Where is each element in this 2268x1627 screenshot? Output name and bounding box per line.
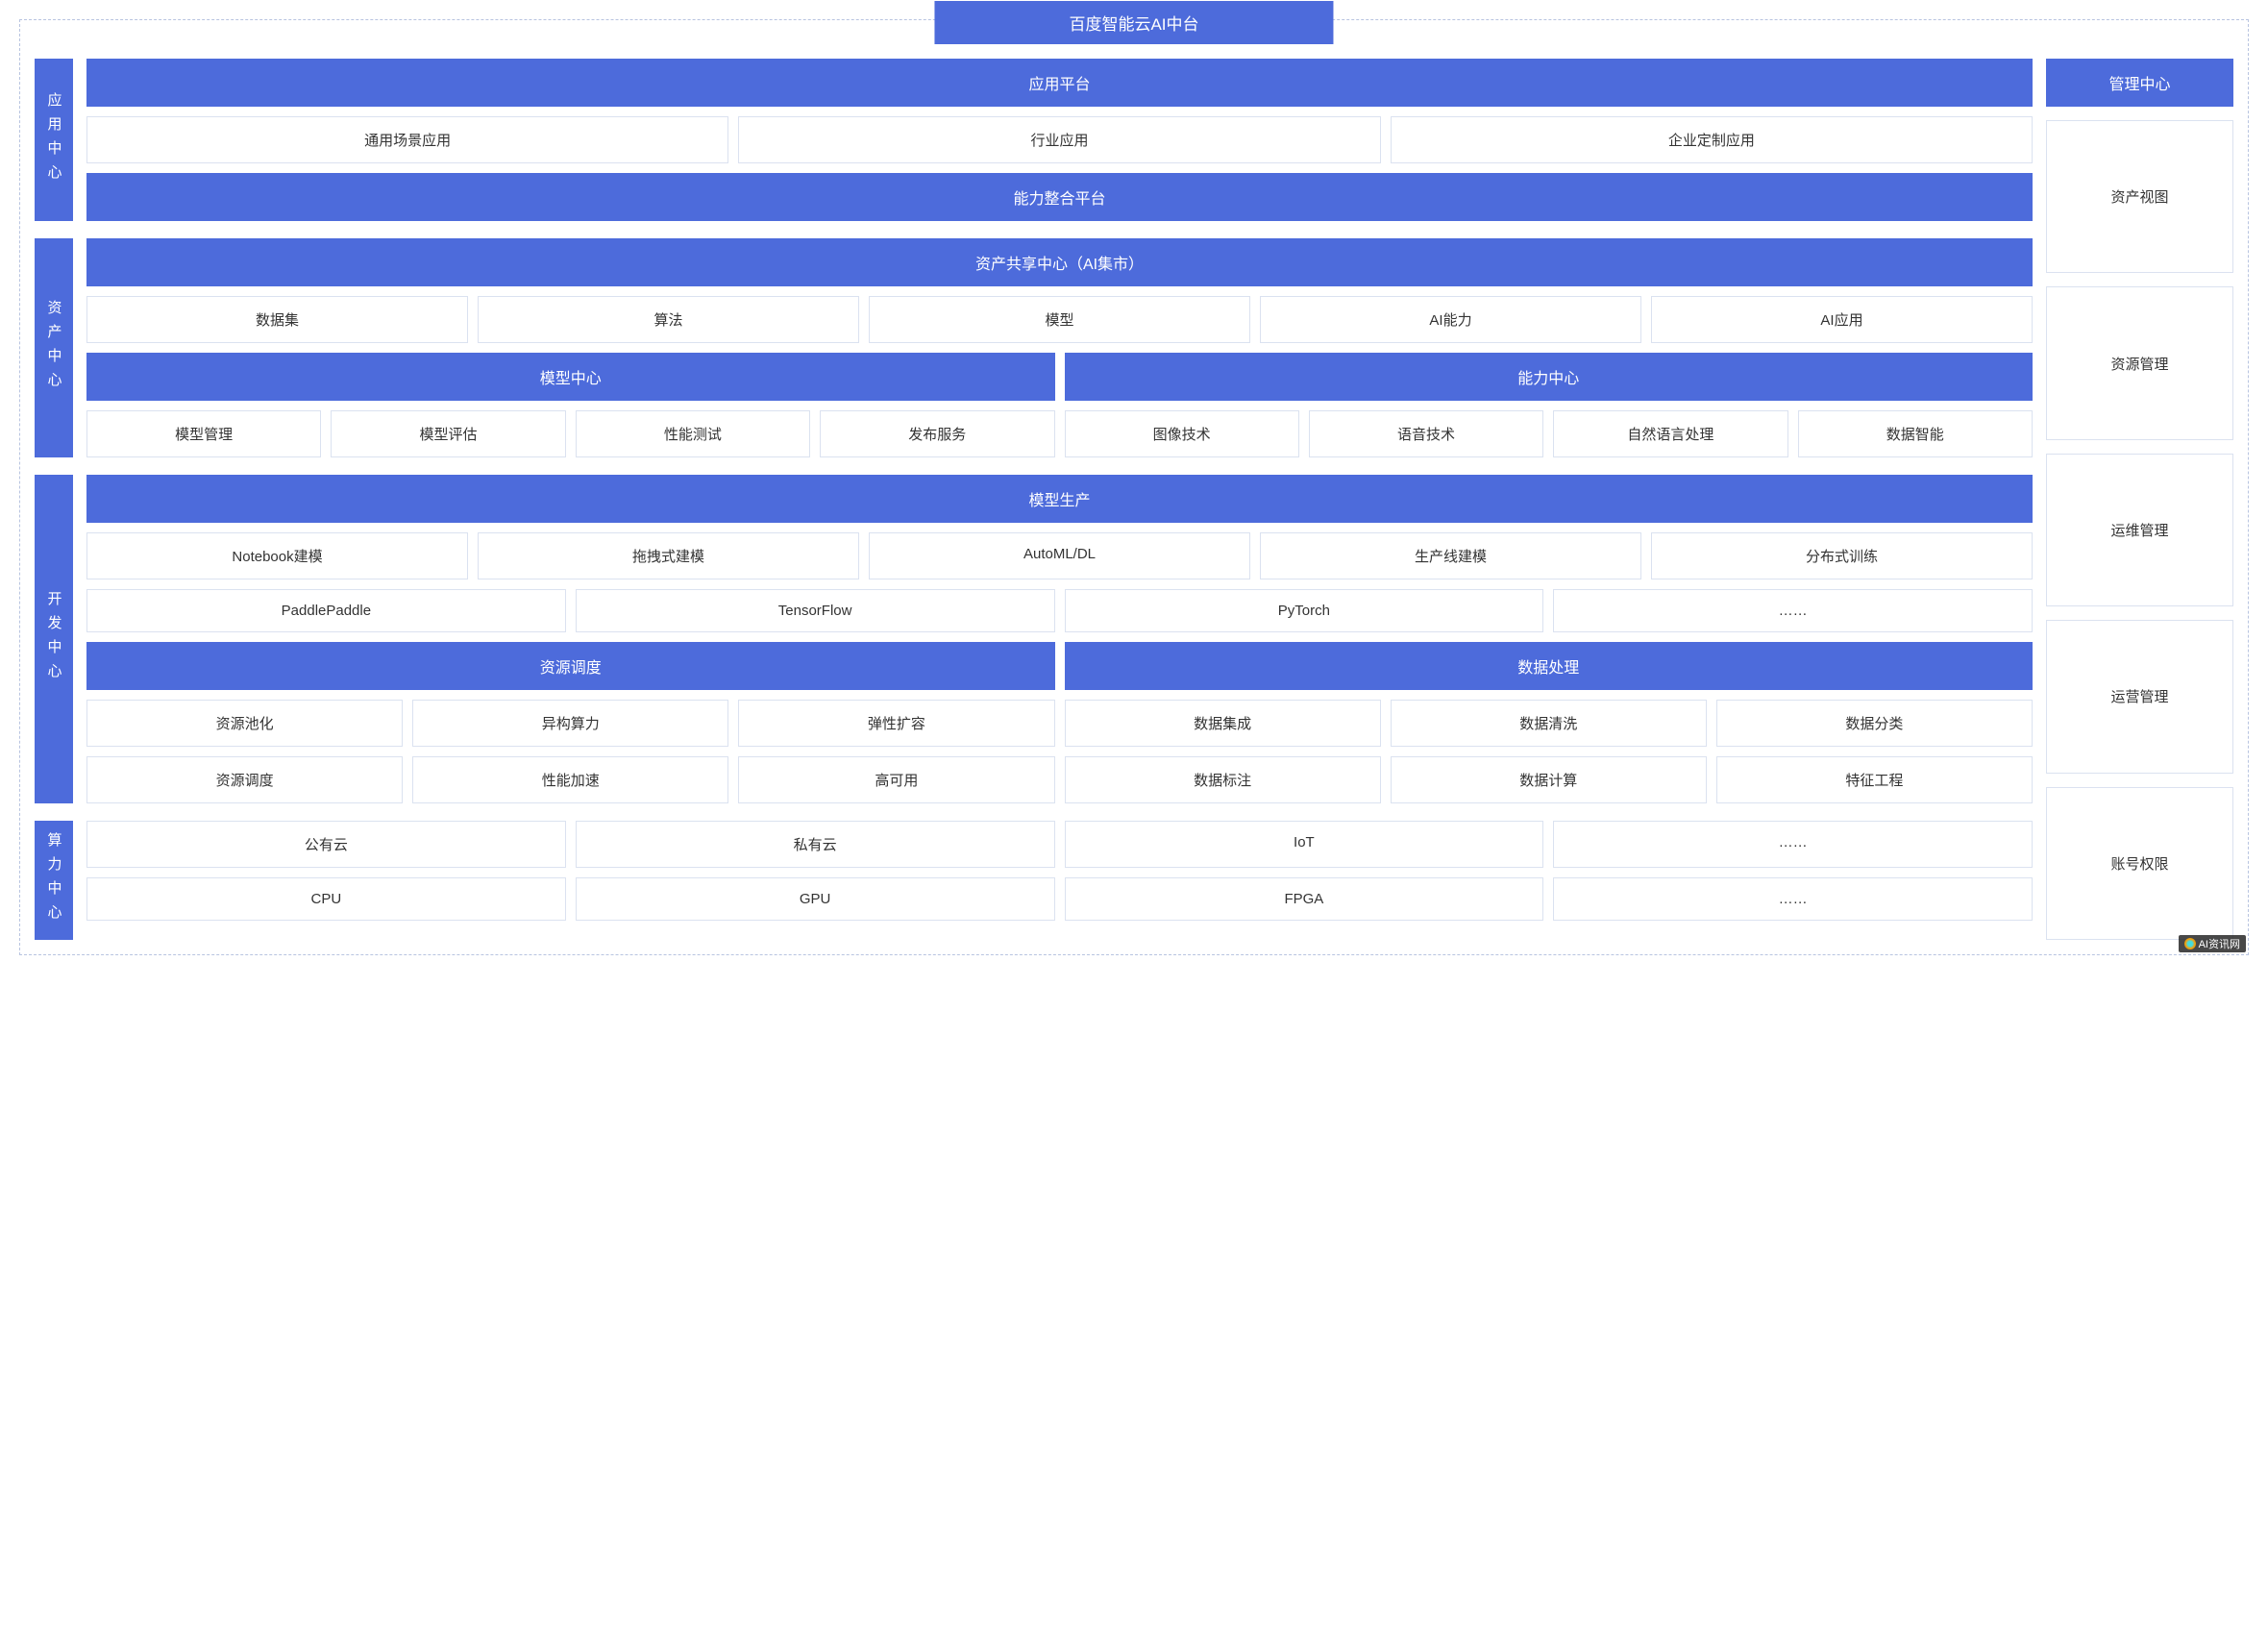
model-production-header: 模型生产 — [86, 475, 2033, 523]
dp-item: 数据清洗 — [1391, 700, 1707, 747]
diagram-title: 百度智能云AI中台 — [934, 1, 1333, 44]
cc-item: FPGA — [1065, 877, 1544, 921]
mp-item: PaddlePaddle — [86, 589, 566, 632]
app-platform-header: 应用平台 — [86, 59, 2033, 107]
model-item: 模型管理 — [86, 410, 321, 457]
cc-item: CPU — [86, 877, 566, 921]
dp-item: 数据分类 — [1716, 700, 2033, 747]
integration-header: 能力整合平台 — [86, 173, 2033, 221]
app-item: 企业定制应用 — [1391, 116, 2033, 163]
dev-center-content: 模型生产 Notebook建模 拖拽式建模 AutoML/DL 生产线建模 分布… — [86, 475, 2033, 803]
asset-share-header: 资产共享中心（AI集市） — [86, 238, 2033, 286]
mgmt-item: 运营管理 — [2046, 620, 2233, 773]
watermark-icon — [2184, 938, 2196, 949]
resource-data-row: 资源调度 资源池化 异构算力 弹性扩容 资源调度 性能加速 高可用 — [86, 642, 2033, 803]
cc-item: GPU — [576, 877, 1055, 921]
asset-item: 算法 — [478, 296, 859, 343]
rs-item: 异构算力 — [412, 700, 728, 747]
resource-row2: 资源调度 性能加速 高可用 — [86, 756, 1055, 803]
ability-center: 能力中心 图像技术 语音技术 自然语言处理 数据智能 — [1065, 353, 2034, 457]
cc-item: 公有云 — [86, 821, 566, 868]
mp-item: 生产线建模 — [1260, 532, 1641, 579]
cc-item: IoT — [1065, 821, 1544, 868]
management-header: 管理中心 — [2046, 59, 2233, 107]
asset-item: AI应用 — [1651, 296, 2033, 343]
ability-item: 数据智能 — [1798, 410, 2033, 457]
resource-schedule: 资源调度 资源池化 异构算力 弹性扩容 资源调度 性能加速 高可用 — [86, 642, 1055, 803]
asset-center-content: 资产共享中心（AI集市） 数据集 算法 模型 AI能力 AI应用 模型中心 模型… — [86, 238, 2033, 457]
compute-row2: CPU GPU FPGA …… — [86, 877, 2033, 921]
left-column: 应用中心 应用平台 通用场景应用 行业应用 企业定制应用 能力整合平台 资产中心… — [35, 59, 2033, 940]
mp-item: PyTorch — [1065, 589, 1544, 632]
dp-item: 数据集成 — [1065, 700, 1381, 747]
watermark-text: AI资讯网 — [2199, 936, 2240, 951]
model-prod-row2: PaddlePaddle TensorFlow PyTorch …… — [86, 589, 2033, 632]
rs-item: 资源调度 — [86, 756, 403, 803]
model-center-header: 模型中心 — [86, 353, 1055, 401]
compute-center-section: 算力中心 公有云 私有云 IoT …… CPU GPU FPGA …… — [35, 821, 2033, 940]
app-center-section: 应用中心 应用平台 通用场景应用 行业应用 企业定制应用 能力整合平台 — [35, 59, 2033, 221]
app-center-content: 应用平台 通用场景应用 行业应用 企业定制应用 能力整合平台 — [86, 59, 2033, 221]
asset-center-section: 资产中心 资产共享中心（AI集市） 数据集 算法 模型 AI能力 AI应用 模型… — [35, 238, 2033, 457]
app-center-label: 应用中心 — [35, 59, 73, 221]
asset-item: 模型 — [869, 296, 1250, 343]
dp-item: 数据标注 — [1065, 756, 1381, 803]
mgmt-item: 资源管理 — [2046, 286, 2233, 439]
dp-item: 特征工程 — [1716, 756, 2033, 803]
dev-center-section: 开发中心 模型生产 Notebook建模 拖拽式建模 AutoML/DL 生产线… — [35, 475, 2033, 803]
app-item: 行业应用 — [738, 116, 1380, 163]
rs-item: 高可用 — [738, 756, 1054, 803]
main-layout: 应用中心 应用平台 通用场景应用 行业应用 企业定制应用 能力整合平台 资产中心… — [35, 59, 2233, 940]
cc-item: 私有云 — [576, 821, 1055, 868]
mp-item: AutoML/DL — [869, 532, 1250, 579]
data-row1: 数据集成 数据清洗 数据分类 — [1065, 700, 2034, 747]
asset-item: 数据集 — [86, 296, 468, 343]
watermark: AI资讯网 — [2179, 935, 2246, 952]
cc-item: …… — [1553, 877, 2033, 921]
ability-center-items: 图像技术 语音技术 自然语言处理 数据智能 — [1065, 410, 2034, 457]
architecture-diagram: 百度智能云AI中台 应用中心 应用平台 通用场景应用 行业应用 企业定制应用 能… — [19, 19, 2249, 955]
mgmt-item: 资产视图 — [2046, 120, 2233, 273]
rs-item: 资源池化 — [86, 700, 403, 747]
ability-item: 图像技术 — [1065, 410, 1299, 457]
rs-item: 弹性扩容 — [738, 700, 1054, 747]
mgmt-item: 账号权限 — [2046, 787, 2233, 940]
mp-item: …… — [1553, 589, 2033, 632]
data-process: 数据处理 数据集成 数据清洗 数据分类 数据标注 数据计算 特征工程 — [1065, 642, 2034, 803]
management-column: 管理中心 资产视图 资源管理 运维管理 运营管理 账号权限 — [2046, 59, 2233, 940]
data-process-header: 数据处理 — [1065, 642, 2034, 690]
asset-item: AI能力 — [1260, 296, 1641, 343]
compute-center-content: 公有云 私有云 IoT …… CPU GPU FPGA …… — [86, 821, 2033, 940]
model-center: 模型中心 模型管理 模型评估 性能测试 发布服务 — [86, 353, 1055, 457]
ability-item: 语音技术 — [1309, 410, 1543, 457]
app-list-row: 通用场景应用 行业应用 企业定制应用 — [86, 116, 2033, 163]
mgmt-item: 运维管理 — [2046, 454, 2233, 606]
model-item: 性能测试 — [576, 410, 810, 457]
compute-center-label: 算力中心 — [35, 821, 73, 940]
model-item: 模型评估 — [331, 410, 565, 457]
model-center-items: 模型管理 模型评估 性能测试 发布服务 — [86, 410, 1055, 457]
model-item: 发布服务 — [820, 410, 1054, 457]
asset-centers-row: 模型中心 模型管理 模型评估 性能测试 发布服务 能力中心 图像技术 — [86, 353, 2033, 457]
dp-item: 数据计算 — [1391, 756, 1707, 803]
app-item: 通用场景应用 — [86, 116, 728, 163]
ability-center-header: 能力中心 — [1065, 353, 2034, 401]
dev-center-label: 开发中心 — [35, 475, 73, 803]
mp-item: 分布式训练 — [1651, 532, 2033, 579]
mp-item: 拖拽式建模 — [478, 532, 859, 579]
cc-item: …… — [1553, 821, 2033, 868]
resource-header: 资源调度 — [86, 642, 1055, 690]
data-row2: 数据标注 数据计算 特征工程 — [1065, 756, 2034, 803]
asset-list-row: 数据集 算法 模型 AI能力 AI应用 — [86, 296, 2033, 343]
ability-item: 自然语言处理 — [1553, 410, 1787, 457]
resource-row1: 资源池化 异构算力 弹性扩容 — [86, 700, 1055, 747]
mp-item: Notebook建模 — [86, 532, 468, 579]
asset-center-label: 资产中心 — [35, 238, 73, 457]
rs-item: 性能加速 — [412, 756, 728, 803]
model-prod-row1: Notebook建模 拖拽式建模 AutoML/DL 生产线建模 分布式训练 — [86, 532, 2033, 579]
mp-item: TensorFlow — [576, 589, 1055, 632]
compute-row1: 公有云 私有云 IoT …… — [86, 821, 2033, 868]
